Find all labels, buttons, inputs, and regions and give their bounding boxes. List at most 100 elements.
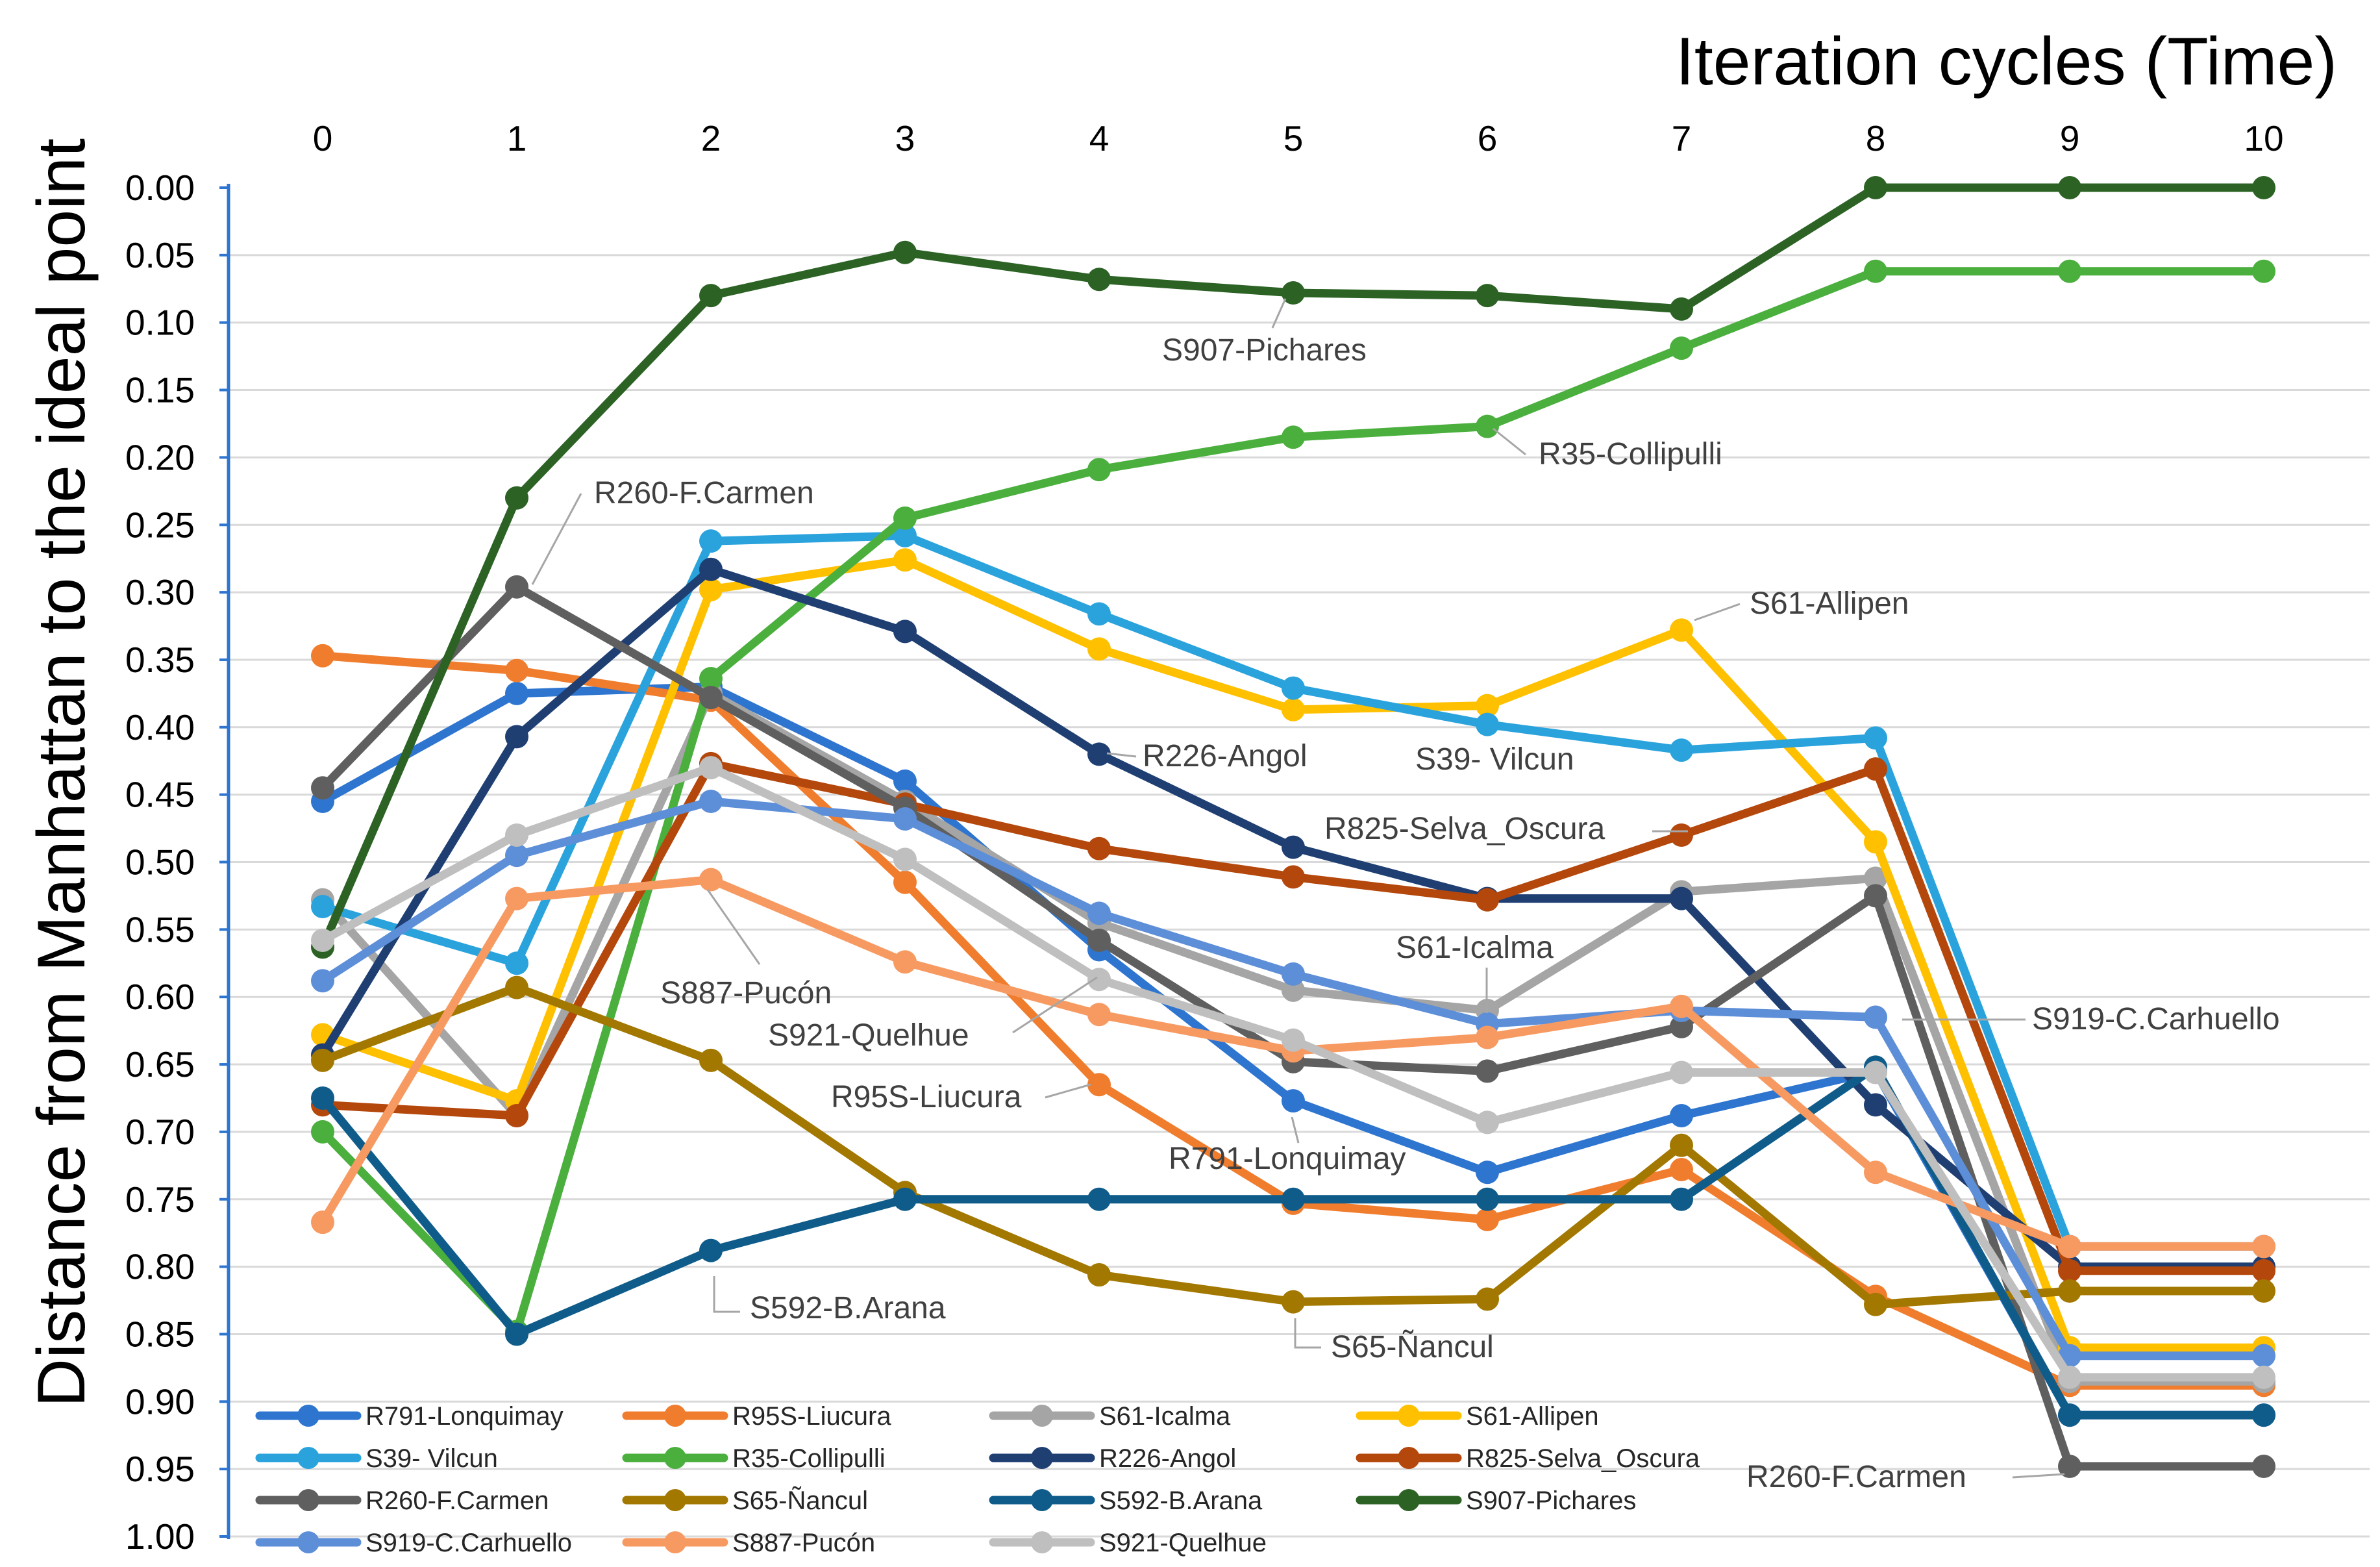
data-point <box>1476 1187 1499 1211</box>
data-point <box>1864 830 1887 854</box>
data-point <box>699 1048 723 1072</box>
legend-item: R226-Angol <box>989 1444 1236 1473</box>
data-point <box>1087 268 1111 292</box>
data-point <box>893 1187 917 1211</box>
data-point <box>311 644 334 668</box>
data-point <box>1864 1292 1887 1316</box>
data-point <box>505 486 528 510</box>
data-point <box>1670 994 1693 1018</box>
y-tick-label: 0.20 <box>125 437 195 477</box>
legend-swatch-marker <box>1031 1489 1053 1511</box>
series-R35-Collipulli <box>311 259 2275 1344</box>
y-tick-label: 0.85 <box>125 1314 195 1354</box>
annotation-leader <box>1694 603 1741 621</box>
legend-swatch-marker <box>1031 1447 1053 1469</box>
y-tick-label: 0.80 <box>125 1247 195 1287</box>
data-point <box>2058 1235 2081 1259</box>
legend-label: S65-Ñancul <box>732 1486 868 1515</box>
y-tick-label: 0.55 <box>125 909 195 949</box>
annotation-leader <box>706 889 761 965</box>
legend-item: R95S-Liucura <box>622 1402 891 1431</box>
annotation-label: S887-Pucón <box>660 976 832 1010</box>
data-point <box>2252 1403 2275 1427</box>
annotation-label: R95S-Liucura <box>831 1080 1022 1114</box>
data-point <box>893 950 917 974</box>
y-axis-title: Distance from Manhattan to the ideal poi… <box>24 138 99 1407</box>
y-tick-label: 0.90 <box>125 1381 195 1422</box>
data-point <box>2252 1454 2275 1478</box>
annotation-label: R35-Collipulli <box>1539 437 1722 471</box>
data-point <box>1670 336 1693 360</box>
series-S921-Quelhue <box>311 756 2275 1389</box>
annotation-leader <box>1271 298 1287 329</box>
legend-item: S919-C.Carhuello <box>255 1529 572 1557</box>
y-tick-label: 0.60 <box>125 977 195 1017</box>
legend-item: S887-Pucón <box>622 1529 875 1557</box>
legend-item: S921-Quelhue <box>989 1529 1267 1557</box>
legend-label: S592-B.Arana <box>1099 1486 1263 1515</box>
data-point <box>505 1103 528 1127</box>
data-point <box>1476 414 1499 438</box>
y-tick-label: 0.45 <box>125 775 195 815</box>
data-point <box>1087 602 1111 626</box>
data-point <box>505 975 528 999</box>
legend-item: S65-Ñancul <box>622 1486 868 1515</box>
data-point <box>699 667 723 691</box>
data-point <box>1282 281 1305 305</box>
annotation-label: S39- Vilcun <box>1415 742 1574 777</box>
data-point <box>2252 176 2275 199</box>
y-tick-label: 0.00 <box>125 168 195 208</box>
annotation-leader <box>1106 752 1137 758</box>
data-point <box>699 577 723 601</box>
data-point <box>2058 1365 2081 1389</box>
data-point <box>893 240 917 264</box>
series-S592-B.Arana <box>311 1055 2275 1427</box>
data-point <box>699 868 723 892</box>
x-axis-title: Iteration cycles (Time) <box>1676 24 2337 99</box>
data-point <box>1670 297 1693 321</box>
data-point <box>1476 1059 1499 1083</box>
data-point <box>505 658 528 683</box>
data-point <box>1864 1005 1887 1029</box>
y-tick-label: 0.70 <box>125 1112 195 1152</box>
annotation-label: S907-Pichares <box>1162 333 1367 368</box>
legend-item: S592-B.Arana <box>989 1486 1263 1515</box>
data-point <box>1476 888 1499 912</box>
legend-swatch-marker <box>297 1531 319 1553</box>
y-tick-label: 0.75 <box>125 1179 195 1220</box>
data-point <box>1670 1103 1693 1127</box>
y-tick-label: 0.50 <box>125 842 195 883</box>
annotation-label: S919-C.Carhuello <box>2032 1002 2280 1036</box>
data-point <box>893 620 917 644</box>
series-layer <box>311 176 2275 1478</box>
data-point <box>1087 1263 1111 1287</box>
data-point <box>1087 458 1111 482</box>
annotation-label: S921-Quelhue <box>768 1018 969 1053</box>
data-point <box>1087 836 1111 860</box>
legend-swatch-marker <box>664 1405 686 1427</box>
data-point <box>1282 676 1305 700</box>
series-S39- Vilcun <box>311 523 2275 1259</box>
legend-item: S39- Vilcun <box>255 1444 498 1473</box>
legend-label: R825-Selva_Oscura <box>1466 1444 1700 1473</box>
data-point <box>1282 1187 1305 1211</box>
data-point <box>505 725 528 749</box>
data-point <box>1476 694 1499 718</box>
data-point <box>311 895 334 919</box>
legend-label: S919-C.Carhuello <box>366 1529 572 1557</box>
data-point <box>505 1322 528 1346</box>
data-point <box>699 1238 723 1262</box>
legend-swatch-marker <box>1398 1447 1420 1469</box>
data-point <box>893 870 917 894</box>
data-point <box>2058 1454 2081 1478</box>
legend-item: S907-Pichares <box>1356 1486 1636 1515</box>
annotation-leader <box>531 493 582 585</box>
data-point <box>1282 978 1305 1002</box>
x-tick-label: 1 <box>507 118 527 158</box>
data-point <box>311 1120 334 1144</box>
data-point <box>699 284 723 308</box>
data-point <box>1282 425 1305 449</box>
y-tick-label: 0.35 <box>125 640 195 680</box>
legend-label: S887-Pucón <box>732 1529 875 1557</box>
